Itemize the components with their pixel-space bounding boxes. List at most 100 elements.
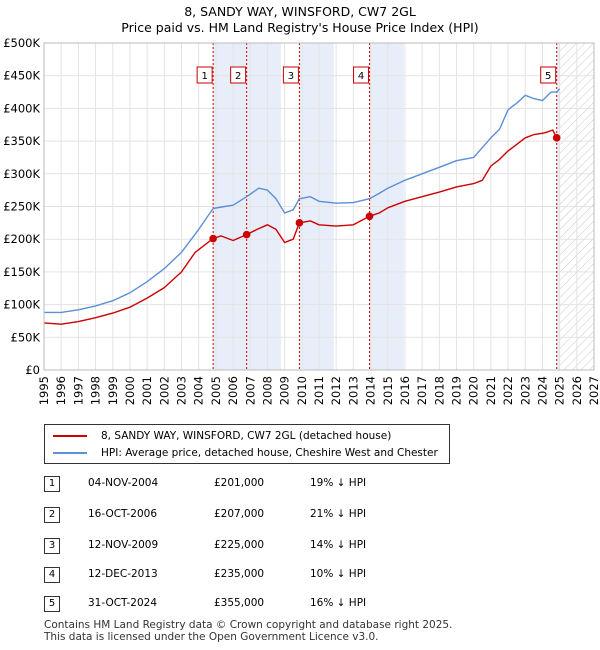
- chart-legend: 8, SANDY WAY, WINSFORD, CW7 2GL (detache…: [44, 424, 450, 464]
- y-tick-label: £500K: [3, 36, 40, 50]
- sale-point: [295, 219, 304, 227]
- sale-hpi-diff: 16% ↓ HPI: [310, 597, 367, 609]
- y-tick-label: £450K: [3, 69, 40, 83]
- legend-item-property: 8, SANDY WAY, WINSFORD, CW7 2GL (detache…: [53, 428, 391, 444]
- sale-number: 2: [44, 507, 60, 523]
- sale-point: [365, 212, 374, 221]
- x-tick-label: 2001: [140, 376, 154, 405]
- sale-label-number: 5: [545, 71, 551, 82]
- sale-hpi-diff: 14% ↓ HPI: [310, 539, 367, 551]
- legend-item-hpi: HPI: Average price, detached house, Ches…: [53, 445, 438, 461]
- x-tick-label: 2018: [432, 376, 446, 405]
- sale-row: 2 16-OCT-2006 £207,000 21% ↓ HPI: [0, 505, 600, 525]
- x-tick-label: 2003: [175, 376, 189, 405]
- x-tick-label: 2000: [123, 376, 137, 405]
- sale-hpi-diff: 19% ↓ HPI: [310, 477, 367, 489]
- x-tick-label: 2024: [535, 376, 549, 405]
- x-tick-label: 2025: [553, 376, 567, 405]
- attribution-line-2: This data is licensed under the Open Gov…: [44, 631, 379, 643]
- sale-price: £225,000: [214, 539, 265, 551]
- sale-number: 4: [44, 567, 60, 583]
- plot-frame: [43, 42, 595, 371]
- chart-subtitle: Price paid vs. HM Land Registry's House …: [121, 20, 479, 35]
- sale-label-box: [282, 66, 299, 84]
- x-tick-label: 2002: [157, 376, 171, 405]
- legend-swatch-property: [53, 435, 87, 437]
- legend-label-hpi: HPI: Average price, detached house, Ches…: [101, 447, 438, 459]
- legend-label-property: 8, SANDY WAY, WINSFORD, CW7 2GL (detache…: [101, 430, 392, 442]
- sale-label-number: 2: [235, 71, 241, 82]
- x-tick-label: 2022: [501, 376, 515, 405]
- x-tick-label: 2016: [398, 376, 412, 405]
- x-tick-label: 2012: [329, 376, 343, 405]
- sale-label-box: [230, 66, 247, 84]
- y-tick-label: £150K: [3, 265, 40, 279]
- x-tick-label: 1997: [71, 376, 85, 405]
- x-tick-label: 1996: [54, 376, 68, 405]
- price-chart: 1 2 3 4 5 £0 £50K £100K £150K £200K £250K £300K £35…: [3, 36, 600, 405]
- sale-date: 12-DEC-2013: [88, 568, 158, 580]
- x-tick-label: 2017: [415, 376, 429, 405]
- x-tick-label: 2004: [192, 376, 206, 405]
- sale-date: 12-NOV-2009: [88, 539, 159, 551]
- x-tick-label: 2009: [278, 376, 292, 405]
- x-tick-label: 1998: [89, 376, 103, 405]
- sale-hpi-diff: 10% ↓ HPI: [310, 568, 367, 580]
- x-tick-label: 2010: [295, 376, 309, 405]
- sale-date: 31-OCT-2024: [88, 597, 157, 609]
- legend-swatch-hpi: [53, 452, 87, 454]
- attribution: Contains HM Land Registry data © Crown c…: [44, 619, 452, 643]
- sale-date: 04-NOV-2004: [88, 477, 159, 489]
- sale-price: £235,000: [214, 568, 265, 580]
- sale-number: 3: [44, 538, 60, 554]
- y-tick-label: £300K: [3, 167, 40, 181]
- sale-label-number: 3: [288, 71, 294, 82]
- sale-number: 5: [44, 596, 60, 612]
- x-tick-label: 2014: [364, 376, 378, 405]
- sale-price: £355,000: [214, 597, 265, 609]
- sale-label-box: [196, 66, 213, 84]
- sale-label-number: 4: [358, 71, 364, 82]
- x-tick-label: 2008: [260, 376, 274, 405]
- y-tick-label: £0: [25, 363, 40, 377]
- y-tick-label: £250K: [3, 200, 40, 214]
- y-tick-label: £50K: [11, 330, 41, 344]
- sale-row: 4 12-DEC-2013 £235,000 10% ↓ HPI: [0, 565, 600, 585]
- sale-price: £201,000: [214, 477, 265, 489]
- y-tick-label: £100K: [3, 298, 40, 312]
- sale-point: [209, 234, 217, 243]
- x-tick-label: 2015: [381, 376, 395, 405]
- sale-label-box: [353, 66, 370, 84]
- sale-point: [242, 230, 251, 239]
- x-tick-label: 2023: [518, 376, 532, 405]
- sale-number: 1: [44, 476, 60, 492]
- sale-date: 16-OCT-2006: [88, 508, 157, 520]
- sale-label-number: 1: [201, 71, 207, 82]
- sale-row: 5 31-OCT-2024 £355,000 16% ↓ HPI: [0, 594, 600, 614]
- y-tick-label: £350K: [3, 134, 40, 148]
- sale-price: £207,000: [214, 508, 265, 520]
- sale-point: [552, 134, 561, 142]
- x-tick-label: 2027: [587, 376, 600, 405]
- x-tick-label: 2007: [243, 376, 257, 405]
- y-tick-label: £200K: [3, 232, 40, 246]
- attribution-line-1: Contains HM Land Registry data © Crown c…: [44, 619, 453, 631]
- chart-title: 8, SANDY WAY, WINSFORD, CW7 2GL: [184, 4, 416, 19]
- x-tick-label: 2019: [450, 376, 464, 405]
- x-tick-label: 2005: [209, 376, 223, 405]
- sale-row: 3 12-NOV-2009 £225,000 14% ↓ HPI: [0, 536, 600, 556]
- x-tick-label: 1995: [37, 376, 51, 405]
- x-tick-label: 2011: [312, 376, 326, 405]
- x-tick-label: 2020: [467, 376, 481, 405]
- x-tick-label: 2021: [484, 376, 498, 405]
- x-tick-label: 2013: [346, 376, 360, 405]
- x-tick-label: 1999: [106, 376, 120, 405]
- property-series-line: [43, 129, 558, 325]
- x-tick-label: 2006: [226, 376, 240, 405]
- x-tick-label: 2026: [570, 376, 584, 405]
- hpi-series-line: [44, 88, 561, 314]
- sale-row: 1 04-NOV-2004 £201,000 19% ↓ HPI: [0, 474, 600, 494]
- sale-label-box: [540, 66, 557, 84]
- sale-hpi-diff: 21% ↓ HPI: [310, 508, 367, 520]
- y-tick-label: £400K: [3, 101, 40, 115]
